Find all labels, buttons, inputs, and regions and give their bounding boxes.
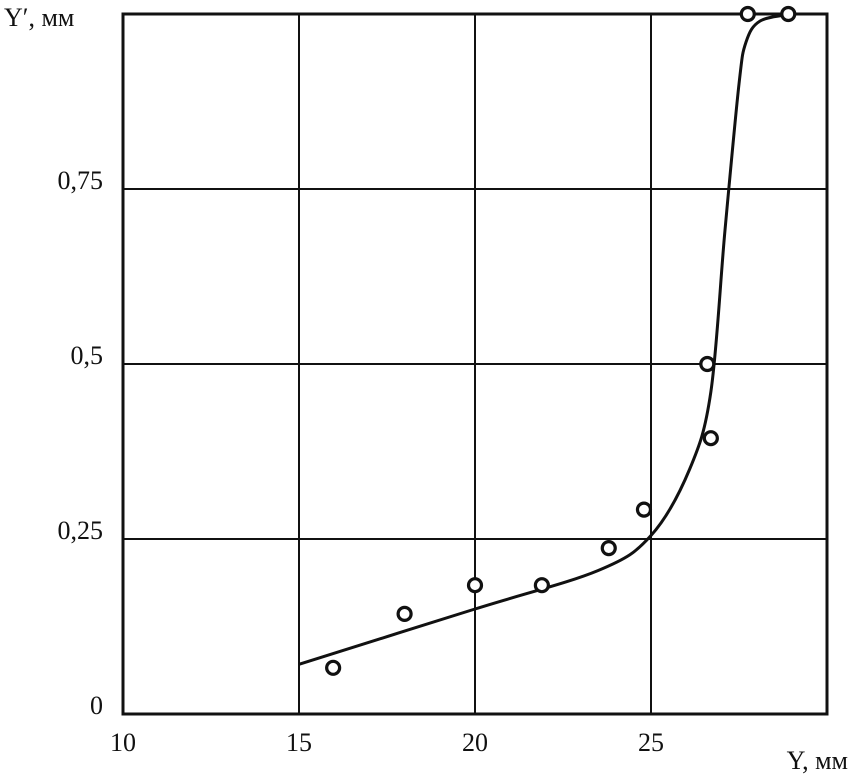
y-tick-label: 0,25 [58,516,104,545]
data-point [533,577,550,594]
data-point [739,5,756,23]
y-axis-label: Y′, мм [4,3,74,32]
data-point [396,605,413,623]
data-point [325,659,342,676]
fit-curve [298,12,793,666]
y-tick-label: 0,5 [71,341,104,370]
data-point [635,501,653,518]
x-tick-label: 20 [462,728,488,757]
y-tick-label: 0 [90,691,103,720]
data-point [699,355,716,373]
x-tick-label: 10 [110,728,136,757]
x-tick-label: 15 [286,728,312,757]
x-tick-label: 25 [638,728,664,757]
y-tick-label: 0,75 [58,166,104,195]
data-point [702,430,719,447]
x-axis-label: Y, мм [787,746,848,775]
data-point [600,539,617,557]
data-point [780,5,797,23]
data-point [466,577,484,594]
